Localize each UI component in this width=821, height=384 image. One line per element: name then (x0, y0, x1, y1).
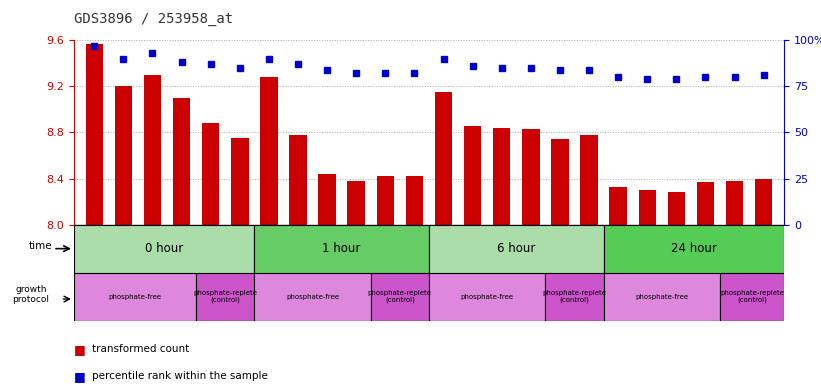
Text: phosphate-replete
(control): phosphate-replete (control) (368, 290, 432, 303)
Text: phosphate-replete
(control): phosphate-replete (control) (720, 290, 784, 303)
Text: 1 hour: 1 hour (323, 242, 361, 255)
Bar (347, 181, 365, 225)
Text: phosphate-free: phosphate-free (286, 294, 339, 300)
Text: phosphate-replete
(control): phosphate-replete (control) (543, 290, 607, 303)
Bar (603, 225, 784, 273)
Bar (551, 139, 569, 225)
Bar (74, 273, 196, 321)
Bar (720, 273, 784, 321)
Bar (609, 187, 627, 225)
Text: phosphate-free: phosphate-free (108, 294, 162, 300)
Text: transformed count: transformed count (92, 344, 189, 354)
Bar (429, 273, 545, 321)
Bar (522, 129, 539, 225)
Text: 6 hour: 6 hour (497, 242, 535, 255)
Bar (406, 176, 423, 225)
Text: GDS3896 / 253958_at: GDS3896 / 253958_at (74, 12, 233, 25)
Bar (493, 128, 511, 225)
Bar (144, 75, 161, 225)
Bar (667, 192, 685, 225)
Text: ■: ■ (74, 343, 89, 356)
Bar (255, 273, 371, 321)
Bar (202, 123, 219, 225)
Text: phosphate-free: phosphate-free (461, 294, 514, 300)
Bar (255, 225, 429, 273)
Bar (196, 273, 255, 321)
Bar (429, 225, 603, 273)
Bar (545, 273, 603, 321)
Bar (115, 86, 132, 225)
Bar (697, 182, 714, 225)
Bar (755, 179, 773, 225)
Bar (289, 135, 307, 225)
Bar (639, 190, 656, 225)
Bar (260, 77, 277, 225)
Bar (85, 44, 103, 225)
Bar (580, 135, 598, 225)
Bar (377, 176, 394, 225)
Bar (464, 126, 481, 225)
Text: time: time (29, 241, 53, 251)
Bar (603, 273, 720, 321)
Text: growth protocol: growth protocol (12, 285, 49, 304)
Text: 0 hour: 0 hour (145, 242, 183, 255)
Text: phosphate-free: phosphate-free (635, 294, 688, 300)
Bar (173, 98, 190, 225)
Bar (74, 225, 255, 273)
Text: percentile rank within the sample: percentile rank within the sample (92, 371, 268, 381)
Bar (726, 181, 743, 225)
Text: ■: ■ (74, 370, 89, 383)
Bar (435, 92, 452, 225)
Text: 24 hour: 24 hour (671, 242, 717, 255)
Bar (371, 273, 429, 321)
Bar (319, 174, 336, 225)
Bar (231, 138, 249, 225)
Text: phosphate-replete
(control): phosphate-replete (control) (193, 290, 257, 303)
